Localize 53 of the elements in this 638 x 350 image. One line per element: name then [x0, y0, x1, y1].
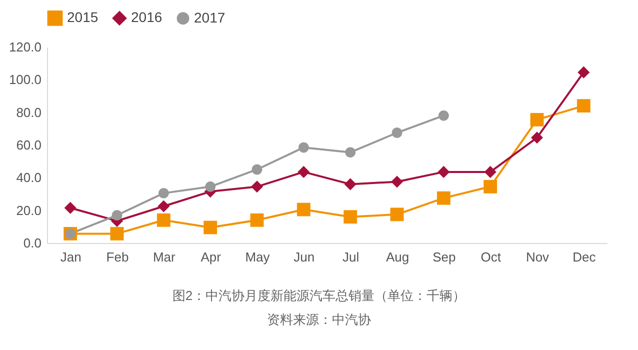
point: [344, 210, 358, 224]
point: [298, 142, 309, 153]
x-tick-label: Feb: [106, 250, 129, 264]
y-tick-label: 80.0: [16, 104, 42, 120]
point: [436, 191, 450, 205]
point: [576, 99, 590, 113]
point: [438, 166, 450, 178]
legend-label: 2016: [131, 9, 162, 26]
point: [298, 166, 310, 178]
point: [250, 213, 264, 227]
point: [530, 112, 544, 126]
point: [484, 180, 498, 194]
point: [252, 164, 262, 175]
x-tick-label: May: [245, 250, 270, 264]
text: 资料来源：中汽协: [266, 311, 372, 329]
y-tick-label: 20.0: [16, 202, 42, 218]
point: [438, 110, 449, 121]
y-tick-label: 100.0: [8, 72, 42, 88]
point: [158, 200, 170, 212]
point: [578, 66, 590, 78]
legend-label: 2017: [194, 9, 226, 26]
legend-label: 2015: [67, 9, 98, 26]
point: [530, 132, 544, 144]
point: [345, 147, 356, 158]
point: [484, 166, 496, 178]
point: [204, 220, 218, 234]
caption: 图2：中汽协月度新能源汽车总销量（单位：千辆）: [171, 287, 467, 305]
x-tick-label: Oct: [480, 250, 502, 264]
x-tick-label: Aug: [386, 250, 410, 264]
point: [205, 181, 216, 192]
y-tick-label: 40.0: [16, 170, 42, 186]
x-tick-label: Sep: [432, 250, 456, 264]
point: [158, 188, 169, 198]
x-tick-label: Mar: [152, 250, 176, 264]
x-tick-label: Jun: [294, 250, 315, 264]
point: [112, 210, 122, 220]
point: [392, 128, 402, 138]
x-tick-label: Apr: [200, 250, 222, 264]
point: [250, 180, 264, 193]
x-tick-label: Jul: [342, 250, 360, 264]
y-tick-label: 0.0: [23, 236, 42, 250]
point: [64, 202, 76, 214]
y-tick-label: 60.0: [16, 138, 42, 152]
x-tick-label: Nov: [526, 250, 550, 264]
point: [156, 213, 170, 227]
y-tick-label: 120.0: [8, 40, 42, 54]
point: [344, 178, 356, 190]
point: [110, 226, 124, 240]
point: [296, 202, 310, 216]
x-tick-label: Dec: [572, 250, 596, 264]
x-tick-label: Jan: [60, 250, 82, 264]
point: [390, 176, 404, 188]
point: [390, 208, 404, 222]
